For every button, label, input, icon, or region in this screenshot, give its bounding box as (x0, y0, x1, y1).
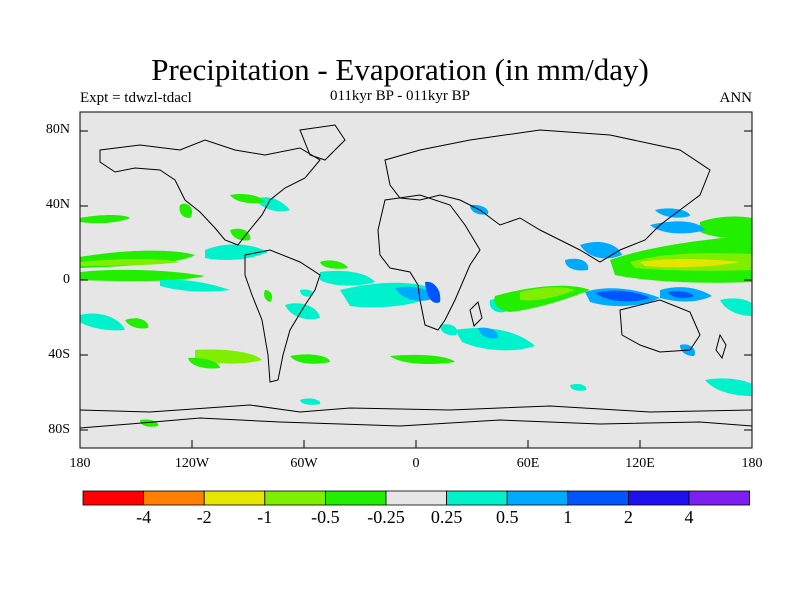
colorbar-box (324, 490, 387, 506)
colorbar-box (82, 490, 144, 506)
colorbar-label: 4 (684, 507, 694, 527)
lon-label-0: 0 (412, 456, 420, 471)
colorbar-label: 1 (563, 507, 573, 527)
lon-label-180w: 180 (69, 456, 91, 471)
colorbar-label: 0.25 (430, 507, 463, 527)
lon-label-120e: 120E (625, 456, 655, 471)
lat-label-40s: 40S (48, 347, 70, 362)
colorbar-box (203, 490, 266, 506)
coastlines (79, 124, 753, 429)
colorbar-box (143, 490, 205, 506)
colorbar-label: -0.25 (367, 507, 405, 527)
lon-label-60e: 60E (516, 456, 540, 471)
colorbar-label: -2 (196, 507, 212, 527)
colorbar-box (446, 490, 508, 506)
colorbar-box (264, 490, 326, 506)
lon-label-120w: 120W (174, 456, 210, 471)
axis-ticks (80, 130, 752, 448)
lat-label-0: 0 (63, 272, 70, 287)
field-patches (80, 193, 752, 427)
colorbar-box (385, 490, 447, 506)
experiment-label: Expt = tdwzl-tdacl (80, 90, 192, 106)
colorbar-label: 0.5 (495, 507, 519, 527)
colorbar-box (506, 490, 569, 506)
lat-label-80n: 80N (45, 122, 70, 137)
lat-label-40n: 40N (45, 197, 70, 212)
colorbar-label: -4 (136, 507, 152, 527)
lat-label-80s: 80S (48, 422, 70, 437)
period-subtitle: 011kyr BP - 011kyr BP (329, 88, 470, 104)
season-label: ANN (719, 90, 753, 106)
lon-label-60w: 60W (290, 456, 318, 471)
colorbar-box (688, 490, 750, 506)
colorbar (82, 490, 750, 506)
colorbar-label: -0.5 (311, 507, 340, 527)
colorbar-box (567, 490, 629, 506)
colorbar-label: 2 (623, 507, 633, 527)
colorbar-label: -1 (257, 507, 273, 527)
map-background (80, 112, 752, 448)
colorbar-box (628, 490, 690, 506)
lon-label-180e: 180 (741, 456, 763, 471)
map-title: Precipitation - Evaporation (in mm/day) (151, 52, 649, 87)
